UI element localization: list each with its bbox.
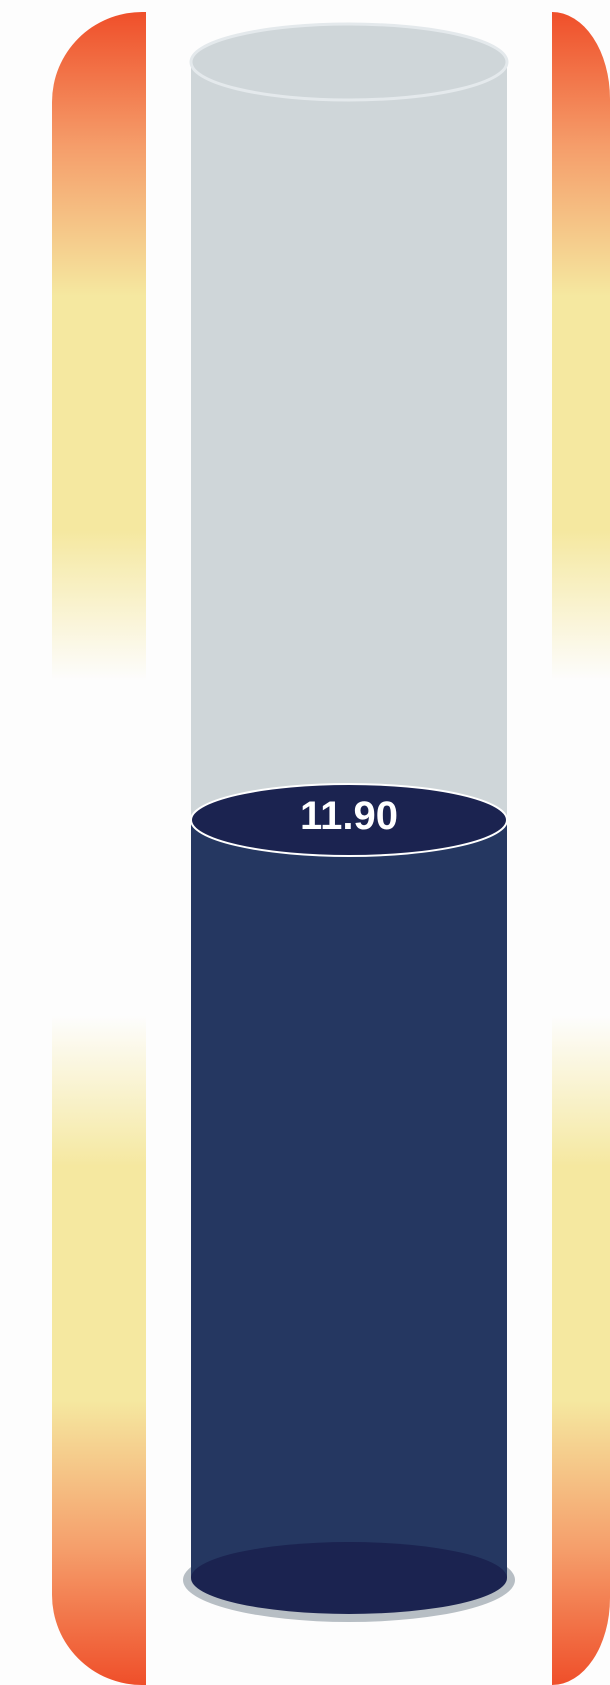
cylinder-top-cap <box>189 22 509 102</box>
cylinder-fill-body <box>191 820 507 1578</box>
cylinder-empty-body <box>191 62 507 820</box>
cylinder-fill-bottom <box>191 1542 507 1614</box>
color-scale-band-right <box>552 12 610 1685</box>
gauge-value-label: 11.90 <box>300 794 398 838</box>
cylinder-fill-level-surface <box>190 783 508 857</box>
color-scale-band-left <box>52 12 146 1685</box>
